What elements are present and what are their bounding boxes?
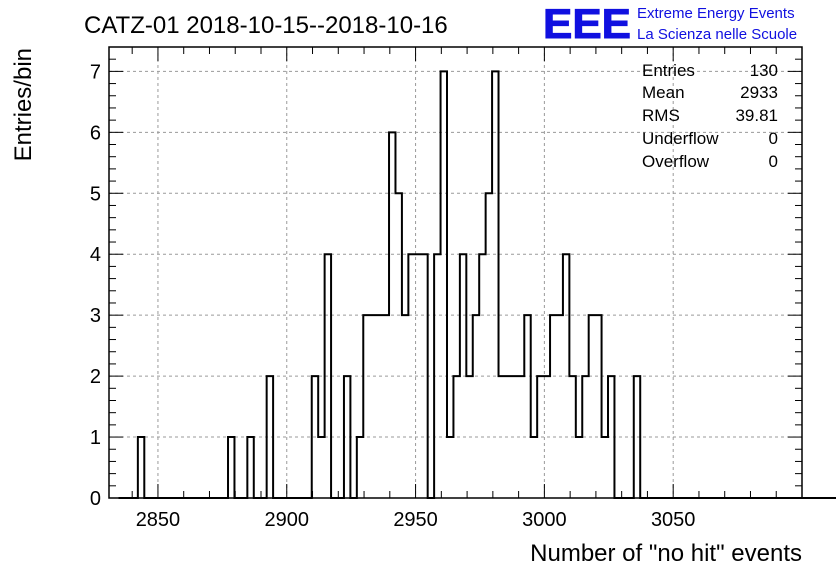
stats-underflow-label: Underflow xyxy=(642,129,719,148)
logo-line1: Extreme Energy Events xyxy=(637,5,795,22)
stats-entries-label: Entries xyxy=(642,61,695,80)
y-tick-label: 1 xyxy=(90,427,101,449)
logo-mark: EEE xyxy=(543,0,631,47)
y-tick-label: 7 xyxy=(90,61,101,83)
x-tick-label: 3000 xyxy=(522,509,567,531)
chart-title: CATZ-01 2018-10-15--2018-10-16 xyxy=(84,12,448,39)
histogram-outline xyxy=(118,70,836,499)
y-axis-title: Entries/bin xyxy=(10,48,37,161)
axis-ticks xyxy=(109,46,802,499)
grid-lines xyxy=(109,47,802,498)
stats-overflow-label: Overflow xyxy=(642,152,710,171)
stats-overflow-value: 0 xyxy=(769,152,778,171)
eee-logo: EEE Extreme Energy Events La Scienza nel… xyxy=(543,0,798,48)
y-tick-label: 5 xyxy=(90,183,101,205)
stats-mean-value: 2933 xyxy=(740,83,778,102)
x-axis-title: Number of "no hit" events xyxy=(530,540,802,567)
y-tick-label: 3 xyxy=(90,305,101,327)
x-tick-label: 3050 xyxy=(651,509,696,531)
stats-underflow-value: 0 xyxy=(769,129,778,148)
x-tick-label: 2850 xyxy=(136,509,181,531)
y-tick-labels: 0 1 2 3 4 5 6 7 xyxy=(90,61,101,510)
logo-line2: La Scienza nelle Scuole xyxy=(637,26,797,43)
x-tick-label: 2950 xyxy=(393,509,438,531)
y-tick-label: 4 xyxy=(90,244,101,266)
y-tick-label: 0 xyxy=(90,488,101,510)
stats-box: Entries 130 Mean 2933 RMS 39.81 Underflo… xyxy=(642,61,778,171)
y-tick-label: 2 xyxy=(90,366,101,388)
stats-rms-value: 39.81 xyxy=(735,106,778,125)
stats-mean-label: Mean xyxy=(642,83,685,102)
y-tick-label: 6 xyxy=(90,122,101,144)
stats-entries-value: 130 xyxy=(750,61,778,80)
stats-rms-label: RMS xyxy=(642,106,680,125)
plot-frame xyxy=(108,46,803,499)
x-tick-label: 2900 xyxy=(265,509,310,531)
x-tick-labels: 2850 2900 2950 3000 3050 xyxy=(136,509,696,531)
